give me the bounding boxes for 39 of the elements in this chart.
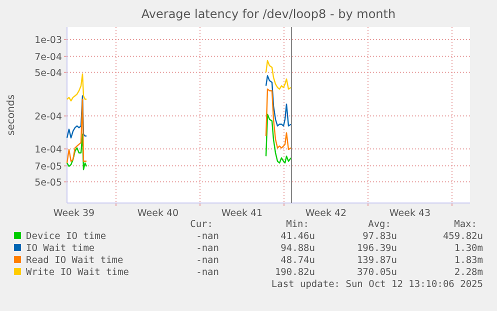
y-tick-label: 1e-03 bbox=[34, 34, 62, 46]
y-tick-label: 5e-04 bbox=[34, 68, 62, 79]
text: 48.74u bbox=[280, 255, 315, 266]
text: -nan bbox=[196, 231, 219, 242]
x-tick-label: Week 39 bbox=[53, 208, 95, 219]
y-tick-label: 2e-04 bbox=[34, 111, 62, 122]
text: 190.82u bbox=[274, 267, 315, 278]
text: -nan bbox=[196, 243, 219, 254]
text: 1.30m bbox=[454, 243, 484, 254]
text: Cur: bbox=[190, 219, 213, 230]
legend-label: Write IO Wait time bbox=[26, 267, 130, 278]
text: -nan bbox=[196, 255, 219, 266]
text: 2.28m bbox=[454, 267, 484, 278]
y-tick-label: 7e-04 bbox=[34, 52, 62, 63]
y-tick-label: 1e-04 bbox=[34, 144, 62, 156]
y-tick-label: 7e-05 bbox=[34, 161, 62, 172]
x-tick-label: Week 43 bbox=[389, 208, 431, 219]
y-tick-label: 5e-05 bbox=[34, 177, 62, 188]
chart-title: Average latency for /dev/loop8 - by month bbox=[141, 7, 396, 21]
text: 97.83u bbox=[362, 231, 397, 242]
text: Last update: Sun Oct 12 13:10:06 2025 bbox=[271, 279, 483, 290]
text: Max: bbox=[454, 219, 477, 230]
legend-label: IO Wait time bbox=[26, 243, 95, 254]
legend-label: Read IO Wait time bbox=[26, 255, 124, 266]
text: 41.46u bbox=[280, 231, 315, 242]
text: Avg: bbox=[368, 219, 391, 230]
text: 94.88u bbox=[280, 243, 315, 254]
text: 139.87u bbox=[356, 255, 397, 266]
text: 370.05u bbox=[356, 267, 397, 278]
text: -nan bbox=[196, 267, 219, 278]
x-tick-label: Week 41 bbox=[221, 208, 263, 219]
text: Min: bbox=[286, 219, 309, 230]
text: 196.39u bbox=[356, 243, 397, 254]
y-axis-title: seconds bbox=[6, 94, 17, 136]
text: 1.83m bbox=[454, 255, 484, 266]
x-tick-label: Week 42 bbox=[305, 208, 347, 219]
x-tick-label: Week 40 bbox=[137, 208, 179, 219]
text: 459.82u bbox=[442, 231, 483, 242]
legend-label: Device IO time bbox=[26, 231, 106, 242]
